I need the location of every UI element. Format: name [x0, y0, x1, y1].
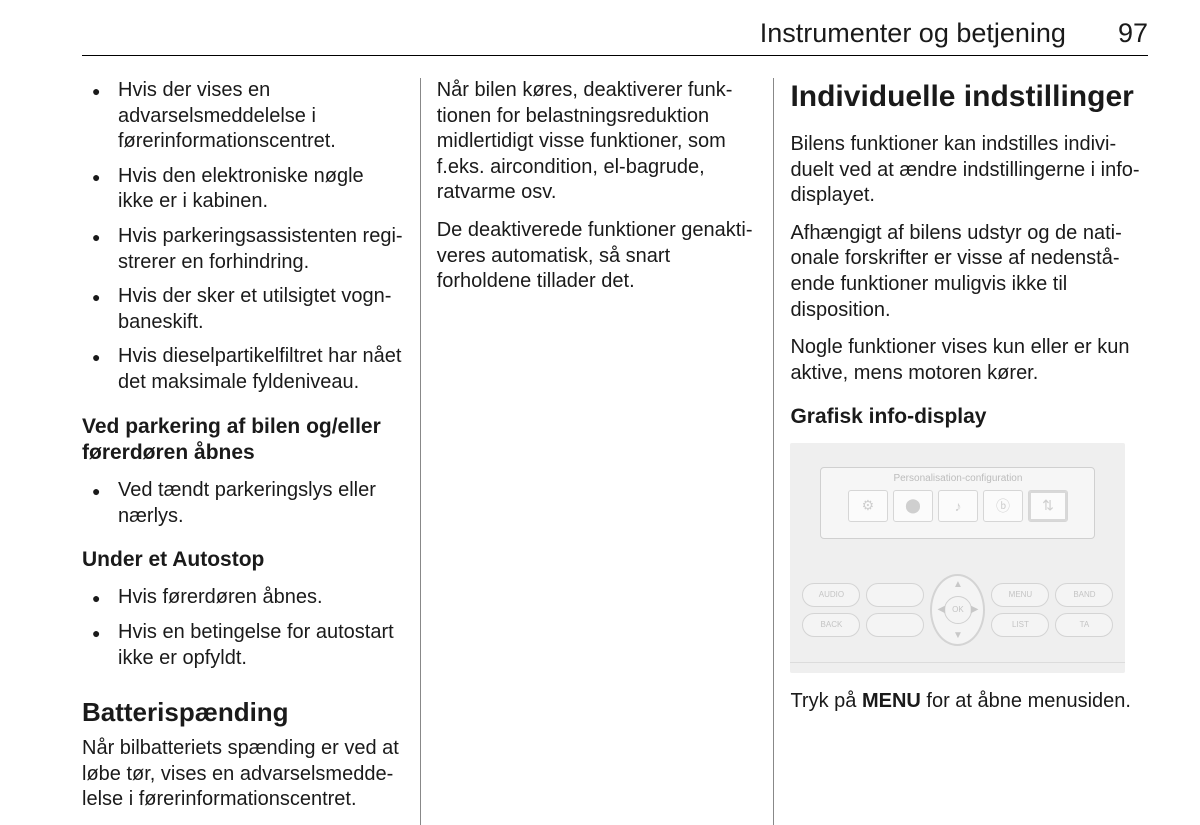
list-item: Hvis der vises en advarselsmed­delelse i… [82, 78, 404, 155]
display-screen-title: Personalisation-configuration [821, 473, 1094, 484]
back-button: BACK [802, 613, 860, 637]
list-item: Hvis førerdøren åbnes. [82, 585, 404, 611]
menu-button: MENU [991, 583, 1049, 607]
page-number: 97 [1118, 18, 1148, 49]
columns: Hvis der vises en advarselsmed­delelse i… [82, 78, 1148, 825]
sliders-icon: ⇅ [1028, 490, 1068, 522]
manual-page: Instrumenter og betjening 97 Hvis der vi… [0, 0, 1200, 802]
bullet-list-c: Hvis førerdøren åbnes. Hvis en betingels… [82, 585, 404, 671]
body-text: Nogle funktioner vises kun eller er kun … [790, 335, 1148, 386]
bluetooth-icon: ⓑ [983, 490, 1023, 522]
ta-button: TA [1055, 613, 1113, 637]
subheading-autostop: Under et Autostop [82, 547, 404, 573]
subheading-graphic-display: Grafisk info-display [790, 404, 1148, 430]
body-text: Afhængigt af bilens udstyr og de nati­on… [790, 221, 1148, 323]
heading-battery: Batterispænding [82, 697, 404, 728]
list-item: Hvis der sker et utilsigtet vogn­baneski… [82, 284, 404, 335]
display-seam [790, 662, 1125, 663]
display-screen: Personalisation-configuration ⚙ ⬤ ♪ ⓑ ⇅ [820, 467, 1095, 539]
caption-text: Tryk på MENU for at åbne menusi­den. [790, 689, 1148, 715]
chevron-left-icon: ◀ [937, 604, 945, 615]
chevron-right-icon: ▶ [971, 604, 979, 615]
gear-icon: ⚙ [848, 490, 888, 522]
band-button: BAND [1055, 583, 1113, 607]
audio-button: AUDIO [802, 583, 860, 607]
chevron-down-icon: ▼ [953, 630, 963, 641]
body-text: De deaktiverede funktioner genakti­veres… [437, 218, 758, 295]
column-1: Hvis der vises en advarselsmed­delelse i… [82, 78, 421, 825]
display-button-row: AUDIO BACK ▲ ▼ ◀ ▶ OK ME [802, 569, 1113, 651]
list-item: Hvis den elektroniske nøgle ikke er i ka… [82, 164, 404, 215]
nav-wheel: ▲ ▼ ◀ ▶ OK [930, 574, 985, 646]
heading-individual-settings: Individuelle indstillinger [790, 80, 1148, 114]
list-item: Hvis dieselpartikelfiltret har nået det … [82, 344, 404, 395]
list-item: Hvis parkeringsassistenten regi­strerer … [82, 224, 404, 275]
page-header: Instrumenter og betjening 97 [82, 18, 1148, 56]
bullet-list-a: Hvis der vises en advarselsmed­delelse i… [82, 78, 404, 396]
list-item: Ved tændt parkeringslys eller nærlys. [82, 478, 404, 529]
bullet-list-b: Ved tændt parkeringslys eller nærlys. [82, 478, 404, 529]
small-button [866, 583, 924, 607]
info-display-illustration: Personalisation-configuration ⚙ ⬤ ♪ ⓑ ⇅ … [790, 443, 1125, 673]
list-item: Hvis en betingelse for autostart ikke er… [82, 620, 404, 671]
music-icon: ♪ [938, 490, 978, 522]
caption-bold: MENU [862, 690, 921, 712]
small-button [866, 613, 924, 637]
column-2: Når bilen køres, deaktiverer funk­tionen… [421, 78, 775, 825]
caption-pre: Tryk på [790, 690, 862, 712]
subheading-parking: Ved parkering af bilen og/eller førerdør… [82, 414, 404, 467]
display-icon-row: ⚙ ⬤ ♪ ⓑ ⇅ [821, 490, 1094, 522]
caption-post: for at åbne menusi­den. [921, 690, 1131, 712]
ok-button: OK [944, 596, 972, 624]
chevron-up-icon: ▲ [953, 579, 963, 590]
body-text: Når bilen køres, deaktiverer funk­tionen… [437, 78, 758, 206]
list-button: LIST [991, 613, 1049, 637]
body-text: Bilens funktioner kan indstilles indivi­… [790, 132, 1148, 209]
column-3: Individuelle indstillinger Bilens funkti… [774, 78, 1148, 825]
person-icon: ⬤ [893, 490, 933, 522]
section-title: Instrumenter og betjening [760, 18, 1066, 49]
